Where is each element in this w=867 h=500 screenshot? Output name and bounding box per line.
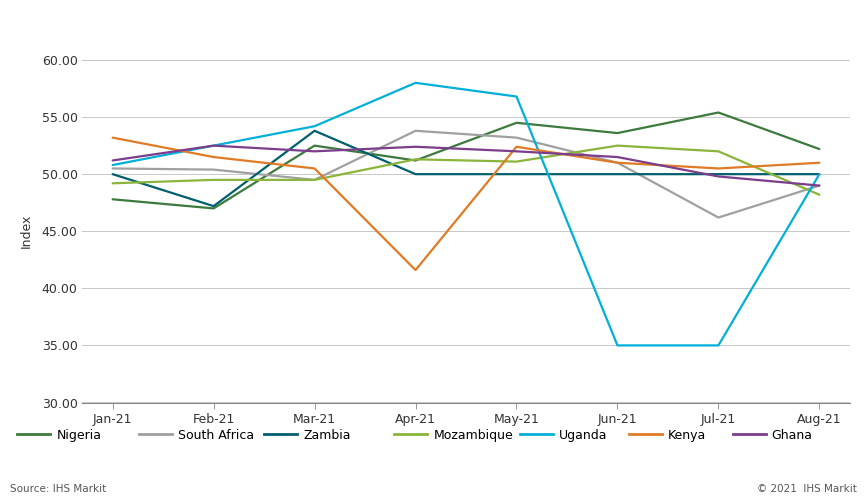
Text: Kenya: Kenya	[668, 428, 706, 442]
Text: © 2021  IHS Markit: © 2021 IHS Markit	[757, 484, 857, 494]
Text: Source: IHS Markit: Source: IHS Markit	[10, 484, 107, 494]
Text: Mozambique: Mozambique	[434, 428, 513, 442]
Text: Ghana: Ghana	[772, 428, 812, 442]
Text: Nigeria: Nigeria	[56, 428, 101, 442]
Text: South Africa: South Africa	[178, 428, 254, 442]
Text: Zambia: Zambia	[303, 428, 351, 442]
Text: Uganda: Uganda	[559, 428, 608, 442]
Y-axis label: Index: Index	[20, 214, 33, 248]
Text: PMI raises credit-risk concerns in Sub-Saharan Africa: PMI raises credit-risk concerns in Sub-S…	[10, 22, 509, 40]
